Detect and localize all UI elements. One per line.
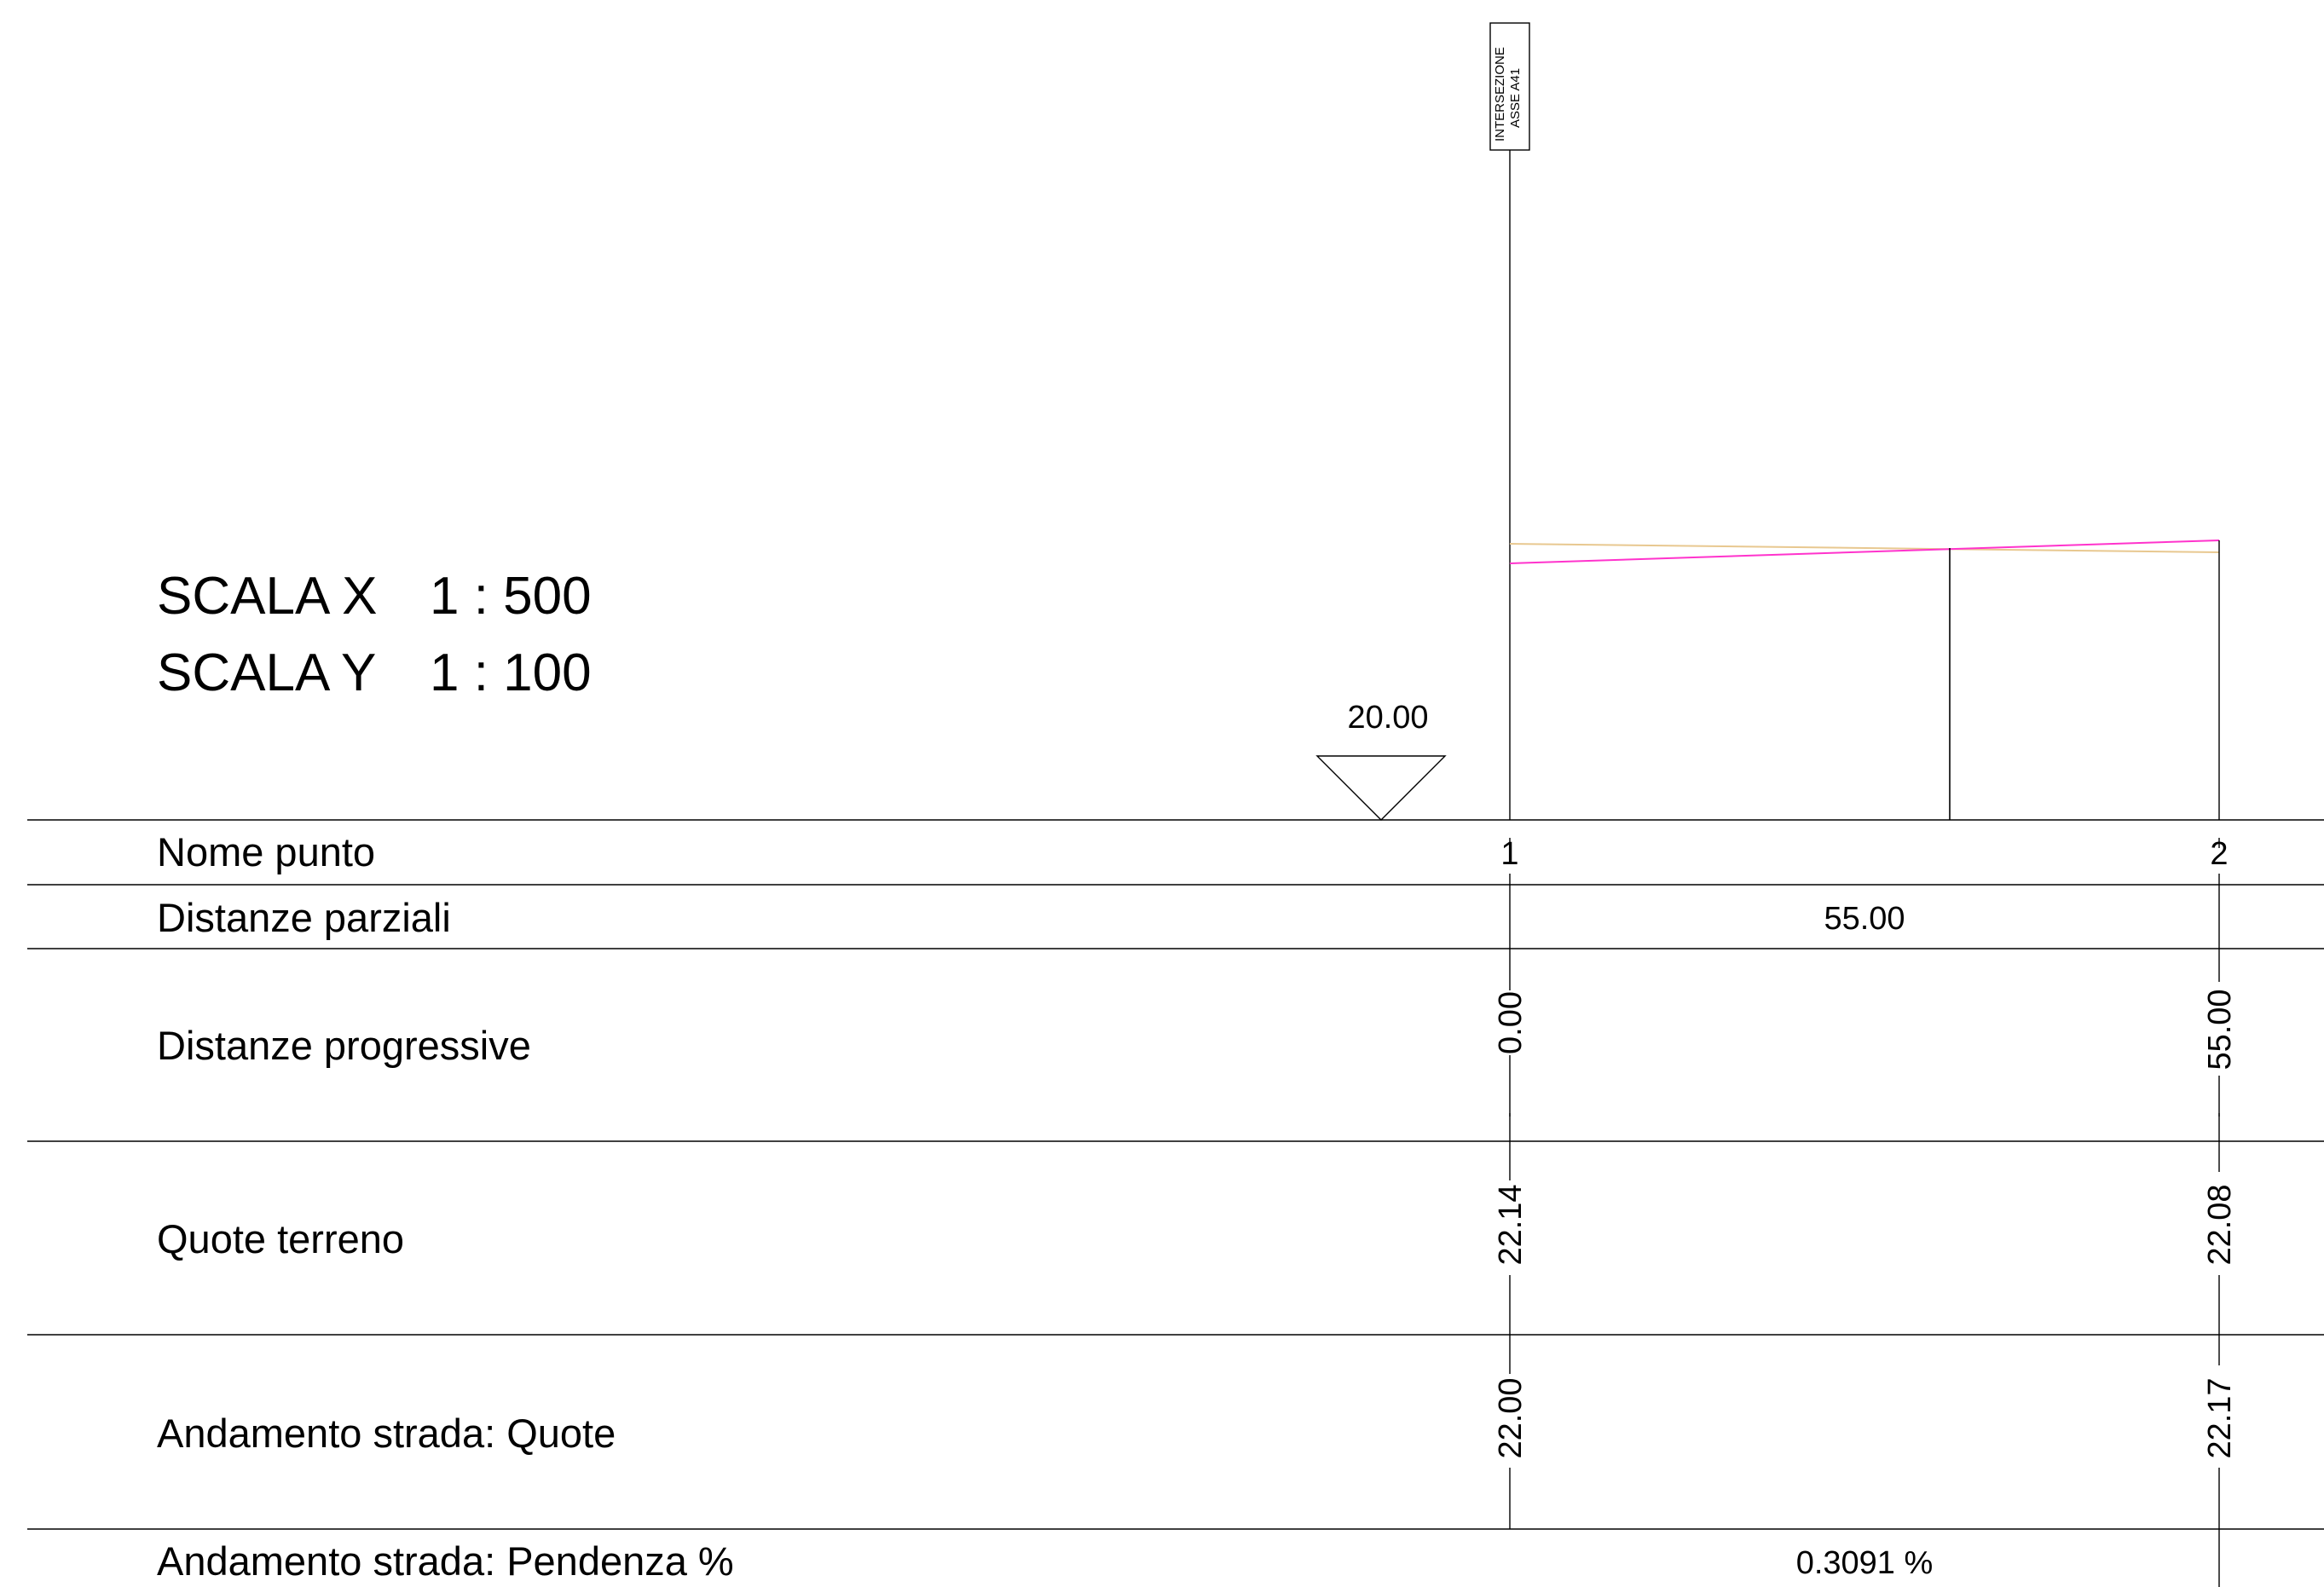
intersection-marker-box <box>1489 22 1530 151</box>
row-label-strada-quote: Andamento strada: Quote <box>157 1411 616 1456</box>
row-label-nome-punto: Nome punto <box>157 829 375 874</box>
quota-strada-value: 22.17 <box>2202 1377 2238 1458</box>
row-label-distanze-progressive: Distanze progressive <box>157 1023 531 1068</box>
datum-value: 20.00 <box>1347 700 1428 736</box>
scale-x-label: SCALA X <box>157 567 377 626</box>
scale-y-label: SCALA Y <box>157 643 376 702</box>
quota-strada-value: 22.00 <box>1493 1377 1529 1458</box>
point-name: 1 <box>1500 836 1518 872</box>
row-label-quote-terreno: Quote terreno <box>157 1216 404 1261</box>
progressive-value: 0.00 <box>1493 991 1529 1054</box>
point-name: 2 <box>2210 836 2228 872</box>
marker-line-1: INTERSEZIONE <box>1493 47 1507 141</box>
progressive-value: 55.00 <box>2202 989 2238 1070</box>
datum-triangle-icon <box>1315 755 1447 821</box>
scale-x-value: 1 : 500 <box>430 567 592 626</box>
pendenza-value: 0.3091 % <box>1796 1545 1934 1581</box>
distanza-parziale-value: 55.00 <box>1824 901 1905 937</box>
scale-y-value: 1 : 100 <box>430 643 592 702</box>
quota-terreno-value: 22.14 <box>1493 1184 1529 1265</box>
quota-terreno-value: 22.08 <box>2202 1184 2238 1265</box>
road-profile-line <box>1509 540 2220 564</box>
terrain-profile-line <box>1509 543 2220 553</box>
row-label-distanze-parziali: Distanze parziali <box>157 895 451 940</box>
marker-line-2: ASSE A41 <box>1508 68 1523 128</box>
row-label-strada-pendenza: Andamento strada: Pendenza % <box>157 1538 734 1584</box>
